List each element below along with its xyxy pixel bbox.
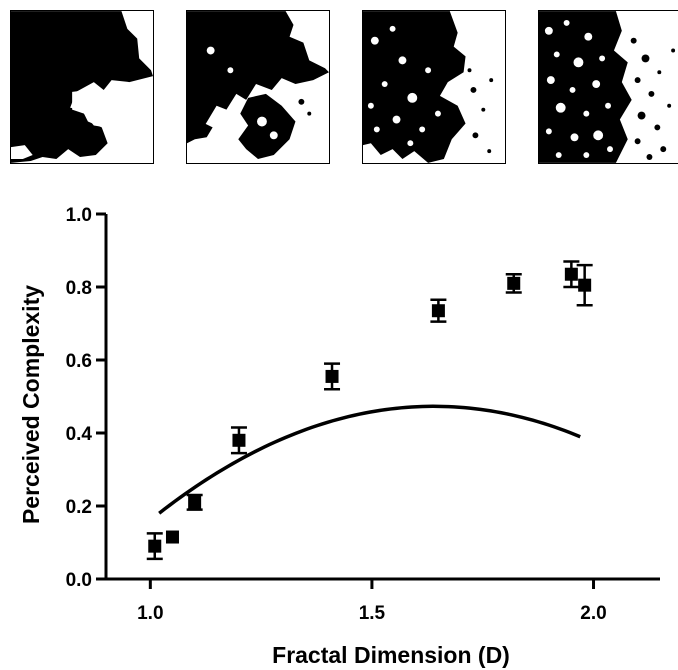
data-point	[431, 304, 445, 318]
x-tick-label: 1.5	[359, 603, 386, 624]
fractal-pattern-2	[187, 11, 329, 159]
y-tick-label: 1.0	[66, 205, 92, 226]
data-point	[188, 495, 202, 509]
fractal-thumbnail-2	[186, 10, 330, 164]
y-tick-label: 0.2	[66, 497, 92, 518]
fit-curve	[158, 404, 581, 515]
data-point	[165, 530, 179, 544]
data-point	[578, 278, 592, 292]
fractal-pattern-3	[363, 11, 494, 163]
fractal-thumbnail-1	[10, 10, 154, 164]
x-tick-label: 1.0	[137, 603, 163, 624]
y-tick-label: 0.8	[66, 278, 92, 299]
x-tick-label: 2.0	[580, 603, 606, 624]
data-point	[507, 276, 521, 290]
x-axis-title: Fractal Dimension (D)	[272, 642, 510, 668]
fractal-thumbnail-3	[362, 10, 506, 164]
y-tick-label: 0.6	[66, 351, 92, 372]
y-axis-title: Perceived Complexity	[18, 285, 44, 524]
fractal-thumbnail-4	[538, 10, 678, 164]
fractal-pattern-4	[539, 11, 676, 163]
fractal-pattern-1	[11, 11, 153, 163]
data-point	[148, 539, 162, 553]
data-point	[232, 433, 246, 447]
y-tick-label: 0.4	[66, 424, 93, 445]
data-point	[325, 369, 339, 383]
data-point	[564, 267, 578, 281]
y-tick-label: 0.0	[66, 570, 92, 591]
